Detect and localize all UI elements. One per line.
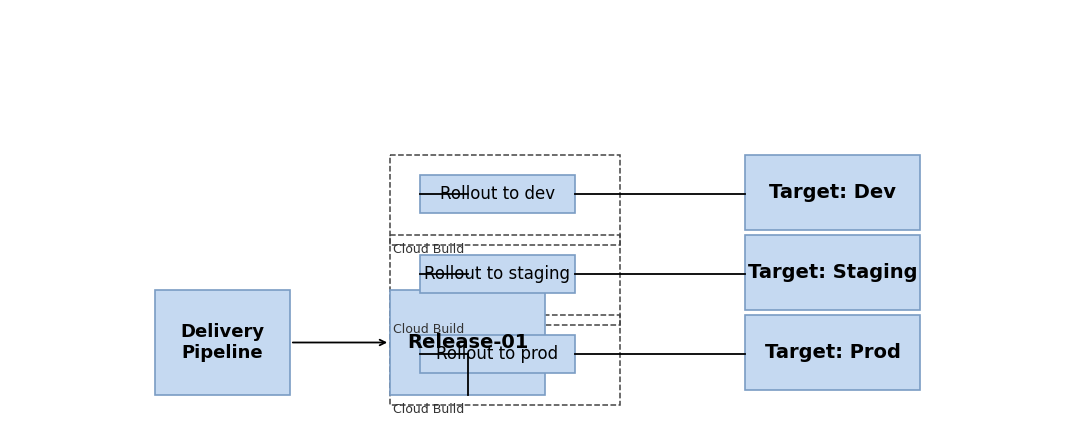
Bar [745,315,920,390]
Bar [421,335,575,373]
Text: Target: Prod: Target: Prod [765,343,901,362]
Bar [389,155,620,245]
Bar [421,255,575,293]
Bar [389,290,545,395]
Text: Target: Dev: Target: Dev [769,183,896,202]
Text: Rollout to staging: Rollout to staging [425,265,570,283]
Text: Delivery
Pipeline: Delivery Pipeline [181,323,264,362]
Bar [745,155,920,230]
Text: Cloud Build: Cloud Build [393,323,464,336]
Bar [389,315,620,405]
Text: Target: Staging: Target: Staging [748,263,917,282]
Text: Rollout to dev: Rollout to dev [440,185,555,203]
Text: Release-01: Release-01 [407,333,529,352]
Bar [745,235,920,310]
Text: Cloud Build: Cloud Build [393,243,464,256]
Text: Cloud Build: Cloud Build [393,403,464,416]
Bar [421,175,575,213]
Text: Rollout to prod: Rollout to prod [437,345,559,363]
Bar [389,235,620,325]
Bar [155,290,290,395]
